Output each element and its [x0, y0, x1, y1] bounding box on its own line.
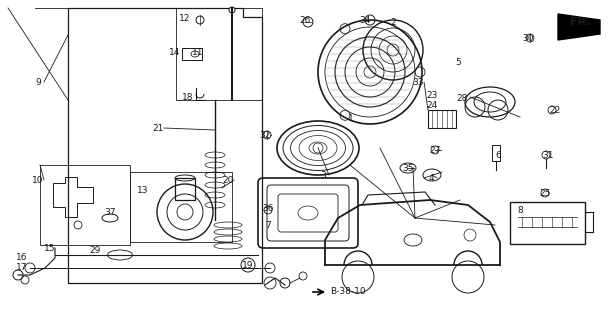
Text: 29: 29	[89, 245, 101, 254]
Text: 34: 34	[359, 15, 371, 25]
Text: 15: 15	[44, 244, 56, 252]
Bar	[182, 48, 202, 60]
Text: 8: 8	[517, 205, 523, 214]
Text: 7: 7	[265, 220, 271, 229]
Text: 27: 27	[429, 146, 441, 155]
Text: 12: 12	[180, 13, 191, 22]
Text: 24: 24	[427, 100, 438, 109]
Text: 19: 19	[242, 260, 254, 269]
Text: 5: 5	[455, 58, 461, 67]
Text: 9: 9	[35, 77, 41, 86]
Text: 6: 6	[495, 150, 501, 159]
Text: 16: 16	[17, 253, 28, 262]
Text: B-38-10: B-38-10	[330, 287, 365, 297]
Text: 32: 32	[259, 131, 271, 140]
Bar	[492, 145, 500, 161]
Text: 18: 18	[182, 92, 194, 101]
Circle shape	[229, 7, 235, 13]
Text: 35: 35	[402, 164, 414, 172]
Text: 13: 13	[137, 186, 149, 195]
Text: 21: 21	[152, 124, 164, 132]
Text: 31: 31	[543, 150, 554, 159]
Text: 10: 10	[32, 175, 44, 185]
Text: 1: 1	[348, 114, 354, 123]
Text: 36: 36	[262, 204, 274, 212]
Text: 22: 22	[549, 106, 561, 115]
Text: 3: 3	[320, 171, 326, 180]
Text: 23: 23	[426, 91, 438, 100]
Text: FR.: FR.	[569, 17, 590, 27]
Text: 25: 25	[539, 188, 550, 197]
Bar	[175, 178, 195, 200]
Text: 17: 17	[17, 263, 28, 273]
Text: 14: 14	[169, 47, 181, 57]
Polygon shape	[558, 14, 600, 40]
Text: 33: 33	[413, 77, 424, 86]
Bar	[510, 202, 585, 244]
Text: 26: 26	[299, 15, 311, 25]
Text: 20: 20	[223, 175, 234, 185]
Text: 11: 11	[192, 47, 204, 57]
Text: 28: 28	[456, 93, 468, 102]
Text: 37: 37	[104, 207, 116, 217]
Text: 30: 30	[522, 34, 534, 43]
Text: 4: 4	[428, 173, 434, 182]
Text: 2: 2	[390, 18, 396, 27]
Bar	[428, 110, 456, 128]
